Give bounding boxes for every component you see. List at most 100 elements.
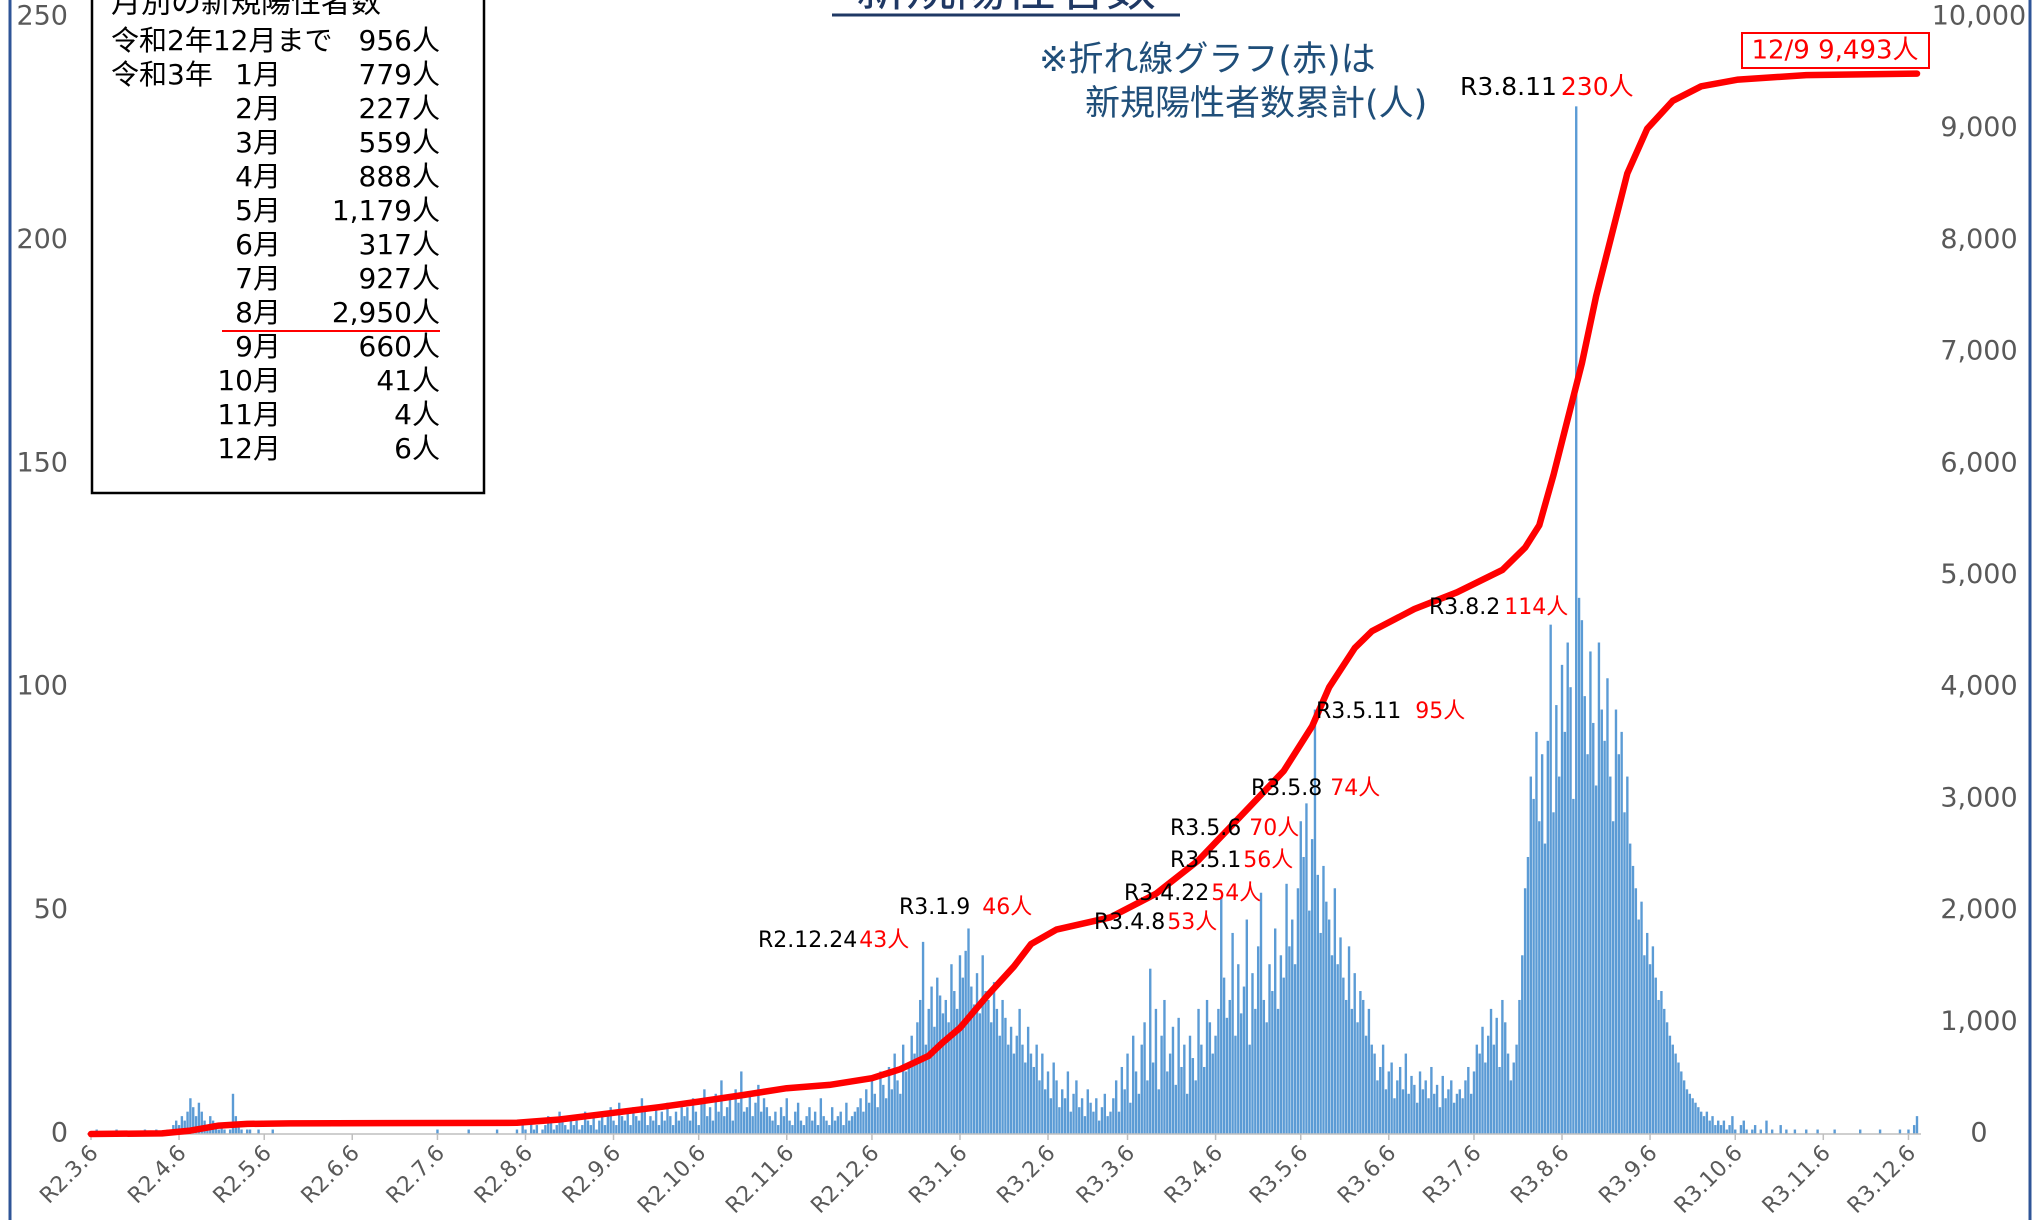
bar	[1004, 1017, 1007, 1134]
bar	[1699, 1111, 1703, 1134]
bar	[1072, 1093, 1075, 1134]
bar	[1575, 106, 1578, 1135]
bar	[1350, 1008, 1354, 1134]
bar	[990, 1022, 993, 1134]
bar	[680, 1107, 683, 1134]
bar	[1504, 1022, 1507, 1134]
bar	[683, 1116, 686, 1134]
bar	[1345, 999, 1348, 1134]
bar	[689, 1120, 692, 1134]
bar	[1217, 1008, 1220, 1134]
bar	[1407, 1093, 1410, 1134]
annotation: R3.8.11 230人	[1460, 72, 1634, 101]
table-count: 41人	[376, 364, 440, 397]
bar	[1665, 1022, 1669, 1134]
bar	[981, 955, 984, 1134]
bar	[1878, 1129, 1882, 1134]
bar	[899, 1093, 902, 1134]
bar	[819, 1098, 823, 1134]
bar	[1717, 1120, 1720, 1134]
bar	[686, 1107, 689, 1134]
bar	[1364, 1035, 1368, 1134]
y2-tick-label: 1,000	[1940, 1006, 2017, 1037]
bar	[771, 1120, 774, 1134]
bar	[1458, 1089, 1461, 1134]
bar	[1671, 1044, 1674, 1134]
bar	[1680, 1071, 1683, 1134]
bar	[1555, 705, 1558, 1134]
bar	[833, 1120, 837, 1134]
bar	[907, 1062, 911, 1134]
bar	[859, 1098, 862, 1134]
bar	[1035, 1044, 1038, 1134]
bar	[1572, 798, 1575, 1134]
bar	[632, 1107, 635, 1134]
bar	[1714, 1125, 1717, 1134]
bar	[1302, 856, 1305, 1134]
table-count: 779人	[359, 58, 440, 91]
bar	[189, 1098, 192, 1134]
bar	[1418, 1071, 1422, 1134]
bar	[600, 1111, 604, 1134]
bar	[1594, 785, 1598, 1134]
y2-tick-label: 3,000	[1940, 782, 2017, 813]
table-label: 令和2年12月まで	[111, 24, 332, 57]
bar	[1566, 642, 1569, 1134]
bar	[853, 1111, 857, 1134]
bar	[1472, 1071, 1476, 1134]
bar	[1015, 1035, 1018, 1134]
bar	[1129, 1102, 1132, 1134]
bar	[552, 1129, 556, 1134]
bar	[930, 986, 933, 1134]
bar	[1120, 1066, 1124, 1134]
bar	[1211, 1053, 1214, 1134]
bar	[671, 1125, 675, 1134]
bar	[1398, 1066, 1402, 1134]
bar	[1333, 888, 1337, 1134]
bar	[1396, 1080, 1399, 1134]
y-tick-label: 200	[16, 224, 68, 255]
bar	[1032, 1066, 1036, 1134]
bar	[748, 1093, 752, 1134]
bar	[1262, 999, 1266, 1134]
bar	[774, 1111, 777, 1134]
bar	[1634, 888, 1638, 1134]
bar	[1427, 1098, 1430, 1134]
bar	[717, 1111, 720, 1134]
table-count: 956人	[359, 24, 440, 57]
bar	[564, 1125, 567, 1134]
bar	[706, 1116, 709, 1134]
bar	[541, 1129, 544, 1134]
bar	[1132, 1035, 1135, 1134]
bar	[1359, 991, 1362, 1134]
bar	[620, 1116, 624, 1134]
bar	[964, 950, 967, 1134]
bar	[1589, 651, 1592, 1134]
bar	[1143, 1022, 1146, 1134]
bar	[1688, 1093, 1692, 1134]
bar	[1061, 1089, 1064, 1134]
chart-title: 新規陽性者数	[856, 0, 1156, 18]
bar	[879, 1071, 882, 1134]
annotation: R3.4.853人	[1094, 910, 1217, 935]
bar	[640, 1098, 644, 1134]
bar	[961, 977, 965, 1134]
bar	[646, 1125, 649, 1134]
bar	[856, 1107, 859, 1134]
bar	[1140, 1044, 1143, 1134]
bar	[532, 1129, 536, 1134]
bar	[1833, 1129, 1836, 1134]
cumulative-line	[87, 70, 1921, 1138]
bar	[1560, 664, 1564, 1134]
bar	[1569, 687, 1572, 1134]
table-count: 4人	[394, 398, 440, 431]
bar	[1177, 1017, 1180, 1134]
bar	[822, 1116, 825, 1134]
bar	[657, 1125, 661, 1134]
table-count: 317人	[359, 228, 440, 261]
bar	[1316, 874, 1319, 1134]
bar	[788, 1120, 791, 1134]
bar	[1325, 901, 1328, 1134]
bar	[1668, 1035, 1672, 1134]
bar	[1180, 1066, 1183, 1134]
